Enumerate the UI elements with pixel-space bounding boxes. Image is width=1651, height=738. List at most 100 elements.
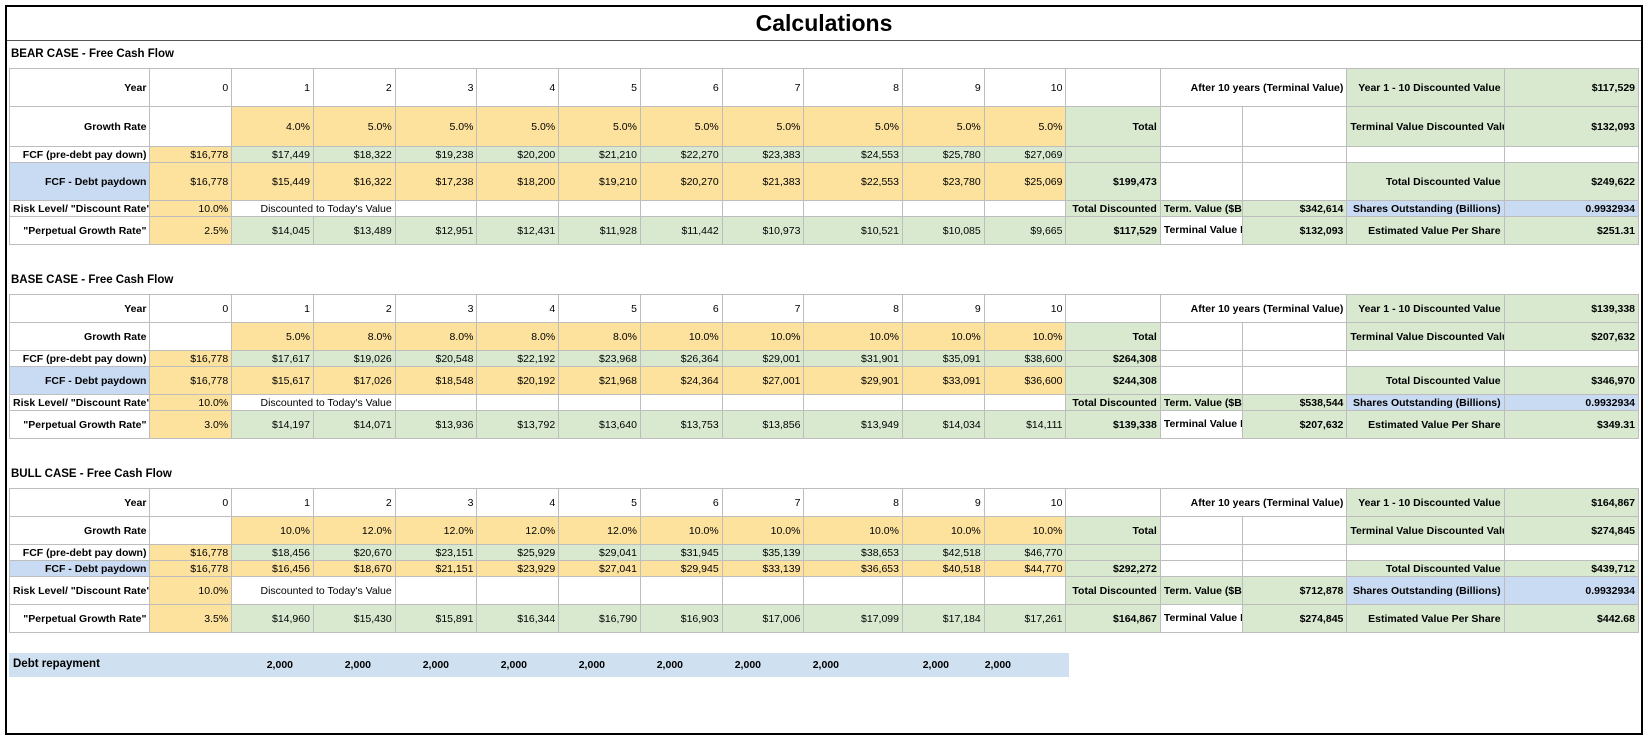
risk-label[interactable]: Risk Level/ "Discount Rate" [8, 576, 151, 605]
growth-cell[interactable]: 10.0% [721, 322, 805, 351]
blank-cell[interactable] [394, 576, 478, 605]
discounted-note[interactable]: Discounted to Today's Value [231, 200, 396, 217]
fcf-debt-label[interactable]: FCF - Debt paydown [8, 366, 151, 395]
year-cell[interactable]: 2 [312, 294, 396, 323]
fcf-pre-cell[interactable]: $18,456 [231, 544, 314, 561]
y1-10-label[interactable]: Year 1 - 10 Discounted Value [1346, 488, 1505, 517]
fcf-debt-cell[interactable]: $20,270 [639, 162, 723, 201]
growth-cell[interactable]: 10.0% [901, 516, 985, 545]
fcf-debt-cell[interactable]: $16,456 [231, 560, 314, 577]
growth-cell[interactable]: 10.0% [721, 516, 805, 545]
blank-cell[interactable] [639, 394, 723, 411]
fcf-debt-cell[interactable]: $44,770 [983, 560, 1067, 577]
blank-cell[interactable] [639, 200, 723, 217]
fcf-pre-cell[interactable]: $26,364 [639, 350, 723, 367]
fcf-debt-label[interactable]: FCF - Debt paydown [8, 162, 151, 201]
blank-cell[interactable] [983, 576, 1067, 605]
fcf-debt-cell[interactable]: $15,617 [231, 366, 314, 395]
year-cell[interactable]: 8 [803, 294, 903, 323]
fcf-pre-cell[interactable]: $17,449 [231, 146, 314, 163]
y1-10-value[interactable]: $164,867 [1503, 488, 1640, 517]
fcf-debt-cell[interactable]: $24,364 [639, 366, 723, 395]
fcf-pre-cell[interactable]: $22,270 [639, 146, 723, 163]
year-cell[interactable]: 5 [558, 68, 641, 107]
year-cell[interactable]: 4 [476, 488, 560, 517]
discounted-cell[interactable]: $11,442 [639, 216, 723, 245]
blank-cell[interactable] [803, 576, 903, 605]
year-cell[interactable]: 0 [149, 294, 233, 323]
year-cell[interactable]: 5 [558, 488, 641, 517]
blank-cell[interactable] [1241, 350, 1348, 367]
blank-cell[interactable] [1159, 544, 1243, 561]
fcf-pre-cell[interactable]: $16,778 [149, 544, 233, 561]
blank-cell[interactable] [1346, 146, 1505, 163]
discounted-cell[interactable]: $9,665 [983, 216, 1067, 245]
growth-cell[interactable]: 12.0% [476, 516, 560, 545]
fcf-pre-total[interactable] [1065, 544, 1161, 561]
fcf-debt-total[interactable]: $199,473 [1065, 162, 1161, 201]
growth-cell[interactable]: 5.0% [394, 106, 478, 147]
blank-cell[interactable] [901, 394, 985, 411]
risk-value[interactable]: 10.0% [149, 200, 233, 217]
total-discounted-label[interactable]: Total Discounted [1065, 394, 1161, 411]
total-disc-label[interactable]: Total Discounted Value [1346, 560, 1505, 577]
year-cell[interactable]: 3 [394, 488, 478, 517]
growth-cell[interactable]: 8.0% [476, 322, 560, 351]
fcf-pre-cell[interactable]: $20,548 [394, 350, 478, 367]
discounted-cell[interactable]: $10,973 [721, 216, 805, 245]
tv-disc-label[interactable]: Terminal Value Discounted Value [1346, 106, 1505, 147]
fcf-pre-cell[interactable]: $38,600 [983, 350, 1067, 367]
discounted-cell[interactable]: $13,949 [803, 410, 903, 439]
term-value-disc[interactable]: $132,093 [1241, 216, 1348, 245]
blank-cell[interactable] [149, 516, 233, 545]
fcf-pre-cell[interactable]: $35,139 [721, 544, 805, 561]
blank-cell[interactable] [1503, 544, 1640, 561]
year-cell[interactable]: 4 [476, 294, 560, 323]
discounted-cell[interactable]: $14,045 [231, 216, 314, 245]
fcf-pre-cell[interactable]: $24,553 [803, 146, 903, 163]
year-cell[interactable]: 5 [558, 294, 641, 323]
discounted-cell[interactable]: $14,960 [231, 604, 314, 633]
year-label[interactable]: Year [8, 68, 151, 107]
fcf-pre-cell[interactable]: $29,041 [558, 544, 641, 561]
blank-cell[interactable] [1065, 68, 1161, 107]
y1-10-value[interactable]: $117,529 [1503, 68, 1640, 107]
est-value[interactable]: $442.68 [1503, 604, 1640, 633]
blank-cell[interactable] [558, 200, 641, 217]
discounted-cell[interactable]: $10,085 [901, 216, 985, 245]
growth-cell[interactable]: 5.0% [803, 106, 903, 147]
year-label[interactable]: Year [8, 294, 151, 323]
year-cell[interactable]: 6 [639, 294, 723, 323]
term-value-disc-label[interactable]: Terminal Value Discounted (Bil) [1159, 216, 1243, 245]
fcf-pre-cell[interactable]: $18,322 [312, 146, 396, 163]
fcf-debt-cell[interactable]: $21,151 [394, 560, 478, 577]
year-cell[interactable]: 3 [394, 294, 478, 323]
risk-value[interactable]: 10.0% [149, 394, 233, 411]
blank-cell[interactable] [149, 106, 233, 147]
fcf-pre-cell[interactable]: $23,151 [394, 544, 478, 561]
discounted-cell[interactable]: $12,431 [476, 216, 560, 245]
growth-cell[interactable]: 10.0% [983, 322, 1067, 351]
discounted-cell[interactable]: $13,856 [721, 410, 805, 439]
shares-value[interactable]: 0.9932934 [1503, 576, 1640, 605]
blank-cell[interactable] [721, 200, 805, 217]
growth-cell[interactable]: 5.0% [983, 106, 1067, 147]
y1-10-value[interactable]: $139,338 [1503, 294, 1640, 323]
fcf-debt-cell[interactable]: $29,945 [639, 560, 723, 577]
discounted-note[interactable]: Discounted to Today's Value [231, 576, 396, 605]
risk-label[interactable]: Risk Level/ "Discount Rate" [8, 394, 151, 411]
fcf-debt-cell[interactable]: $27,041 [558, 560, 641, 577]
fcf-pre-cell[interactable]: $23,383 [721, 146, 805, 163]
year-cell[interactable]: 7 [721, 294, 805, 323]
term-value[interactable]: $342,614 [1241, 200, 1348, 217]
blank-cell[interactable] [1159, 366, 1243, 395]
tv-disc-value[interactable]: $207,632 [1503, 322, 1640, 351]
total-disc-value[interactable]: $439,712 [1503, 560, 1640, 577]
perp-label[interactable]: "Perpetual Growth Rate" [8, 410, 151, 439]
total-disc-value[interactable]: $346,970 [1503, 366, 1640, 395]
discounted-cell[interactable]: $14,111 [983, 410, 1067, 439]
perp-label[interactable]: "Perpetual Growth Rate" [8, 604, 151, 633]
year-cell[interactable]: 1 [231, 68, 314, 107]
year-cell[interactable]: 6 [639, 488, 723, 517]
discounted-cell[interactable]: $11,928 [558, 216, 641, 245]
